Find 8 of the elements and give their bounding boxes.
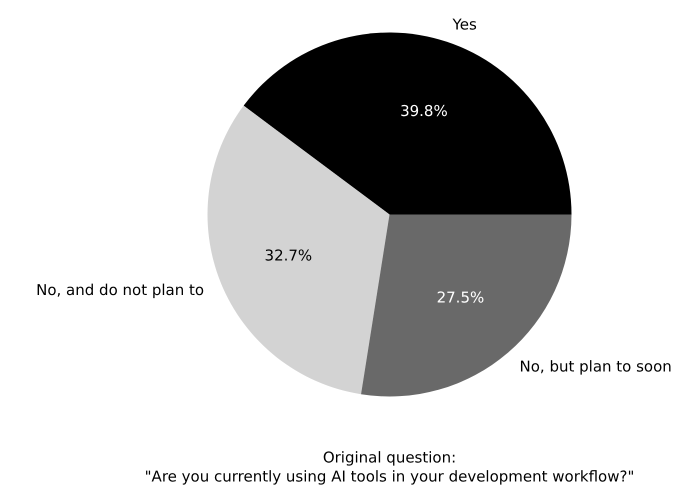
text: Original question:	[322, 448, 456, 466]
data-label: 32.7%	[264, 246, 312, 265]
slice-label: No, and do not plan to	[36, 280, 204, 299]
slice-label: No, but plan to soon	[520, 358, 672, 376]
data-label: 27.5%	[436, 288, 484, 307]
text: "Are you currently using AI tools in your development workflow?"	[144, 468, 634, 486]
slice-label: Yes	[452, 15, 477, 34]
data-label: 39.8%	[400, 102, 448, 120]
